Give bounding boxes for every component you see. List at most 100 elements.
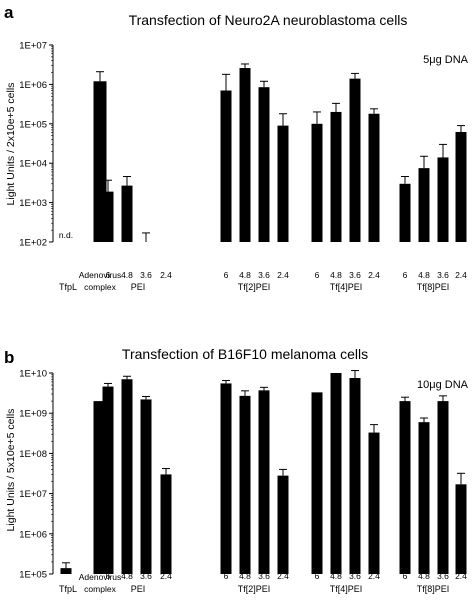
group-label: Tf[4]PEI xyxy=(330,282,363,292)
y-tick-label: 1E+02 xyxy=(19,238,47,249)
y-tick-label: 1E+06 xyxy=(19,80,47,91)
bar xyxy=(330,373,342,574)
y-tick-label: 1E+10 xyxy=(19,369,47,380)
y-tick-label: 1E+04 xyxy=(19,159,47,170)
x-tick-label: 4.8 xyxy=(121,571,133,581)
x-tick-label: 4.8 xyxy=(239,571,251,581)
group-label: PEI xyxy=(131,282,146,292)
bar xyxy=(437,401,449,574)
panel-b-plot: 1E+05 1E+06 1E+07 1E+08 1E+09 1E+10 TfpLAdenov… xyxy=(19,369,467,595)
x-tick-label: 2.4 xyxy=(455,571,467,581)
panel-a-label: a xyxy=(4,3,14,22)
bar-annotation: n.d. xyxy=(59,230,73,240)
bar xyxy=(239,68,251,242)
y-tick-label: 1E+08 xyxy=(19,449,47,460)
bar xyxy=(258,390,270,574)
group-label: TfpL xyxy=(59,282,77,292)
x-tick-label: 3.6 xyxy=(437,270,449,280)
group-label: PEI xyxy=(131,584,146,594)
bar xyxy=(220,90,232,242)
y-tick-label: 1E+05 xyxy=(19,570,47,581)
x-tick-label: 4.8 xyxy=(330,270,342,280)
y-tick-label: 1E+07 xyxy=(19,41,47,52)
bar xyxy=(368,432,380,574)
panel-a-title: Transfection of Neuro2A neuroblastoma ce… xyxy=(129,12,408,28)
bar xyxy=(311,123,323,242)
x-tick-label: 2.4 xyxy=(277,571,289,581)
bar xyxy=(160,474,172,574)
group-label: Tf[2]PEI xyxy=(238,584,271,594)
bar xyxy=(121,185,133,242)
x-tick-label: 6 xyxy=(106,270,111,280)
bar xyxy=(140,399,152,574)
x-tick-label: 2.4 xyxy=(160,270,172,280)
bar xyxy=(349,78,361,243)
panel-b-annotation: 10μg DNA xyxy=(417,379,469,391)
y-tick-label: 1E+03 xyxy=(19,198,47,209)
bar xyxy=(277,475,289,574)
bar xyxy=(455,131,467,242)
x-tick-label: 2.4 xyxy=(160,571,172,581)
y-tick-label: 1E+06 xyxy=(19,529,47,540)
x-tick-label: 3.6 xyxy=(349,571,361,581)
bar xyxy=(399,401,411,574)
x-tick-label: 3.6 xyxy=(437,571,449,581)
bar xyxy=(418,422,430,574)
x-tick-label: 4.8 xyxy=(239,270,251,280)
x-tick-label: 6 xyxy=(224,270,229,280)
bar xyxy=(121,379,133,574)
group-label: Tf[8]PEI xyxy=(417,282,450,292)
x-tick-label: 6 xyxy=(315,270,320,280)
bar xyxy=(220,383,232,574)
bar xyxy=(437,157,449,242)
x-tick-label: 6 xyxy=(106,571,111,581)
bar xyxy=(368,113,380,242)
y-tick-label: 1E+05 xyxy=(19,119,47,130)
x-tick-label: 6 xyxy=(403,571,408,581)
x-tick-label: 3.6 xyxy=(258,270,270,280)
bar xyxy=(239,395,251,574)
x-tick-label: 2.4 xyxy=(455,270,467,280)
bar xyxy=(258,87,270,242)
bar xyxy=(455,484,467,574)
x-tick-label: 4.8 xyxy=(121,270,133,280)
bar xyxy=(277,125,289,242)
panel-b-title: Transfection of B16F10 melanoma cells xyxy=(122,346,368,362)
y-tick-label: 1E+07 xyxy=(19,489,47,500)
group-label: Tf[4]PEI xyxy=(330,584,363,594)
bar xyxy=(418,168,430,242)
group-label: complex xyxy=(84,282,116,292)
x-tick-label: 6 xyxy=(315,571,320,581)
x-tick-label: 3.6 xyxy=(140,270,152,280)
x-tick-label: 3.6 xyxy=(258,571,270,581)
bar xyxy=(311,392,323,574)
x-tick-label: 3.6 xyxy=(349,270,361,280)
x-tick-label: 6 xyxy=(224,571,229,581)
panel-a-plot: 1E+02 1E+03 1E+04 1E+05 1E+06 1E+07 n.d. TfpLAd… xyxy=(19,41,467,293)
x-tick-label: 2.4 xyxy=(277,270,289,280)
bar xyxy=(349,378,361,574)
group-label: complex xyxy=(84,584,116,594)
panel-a-ylabel: Light Units / 2x10e+5 cells xyxy=(5,83,17,206)
bar xyxy=(399,183,411,242)
panel-b-ylabel: Light Units / 5x10e+5 cells xyxy=(5,409,17,532)
group-label: Adenovirus xyxy=(79,270,122,280)
x-tick-label: 4.8 xyxy=(418,270,430,280)
panel-a-annotation: 5μg DNA xyxy=(423,54,469,66)
x-tick-label: 2.4 xyxy=(368,270,380,280)
bar xyxy=(102,191,114,242)
bar xyxy=(102,386,114,574)
x-tick-label: 6 xyxy=(403,270,408,280)
bar xyxy=(60,568,72,574)
group-label: Tf[8]PEI xyxy=(417,584,450,594)
group-label: Adenovirus xyxy=(79,572,122,582)
group-label: Tf[2]PEI xyxy=(238,282,271,292)
x-tick-label: 4.8 xyxy=(418,571,430,581)
group-label: TfpL xyxy=(59,584,77,594)
x-tick-label: 2.4 xyxy=(368,571,380,581)
y-tick-label: 1E+09 xyxy=(19,409,47,420)
panel-b-label: b xyxy=(4,348,14,367)
x-tick-label: 3.6 xyxy=(140,571,152,581)
